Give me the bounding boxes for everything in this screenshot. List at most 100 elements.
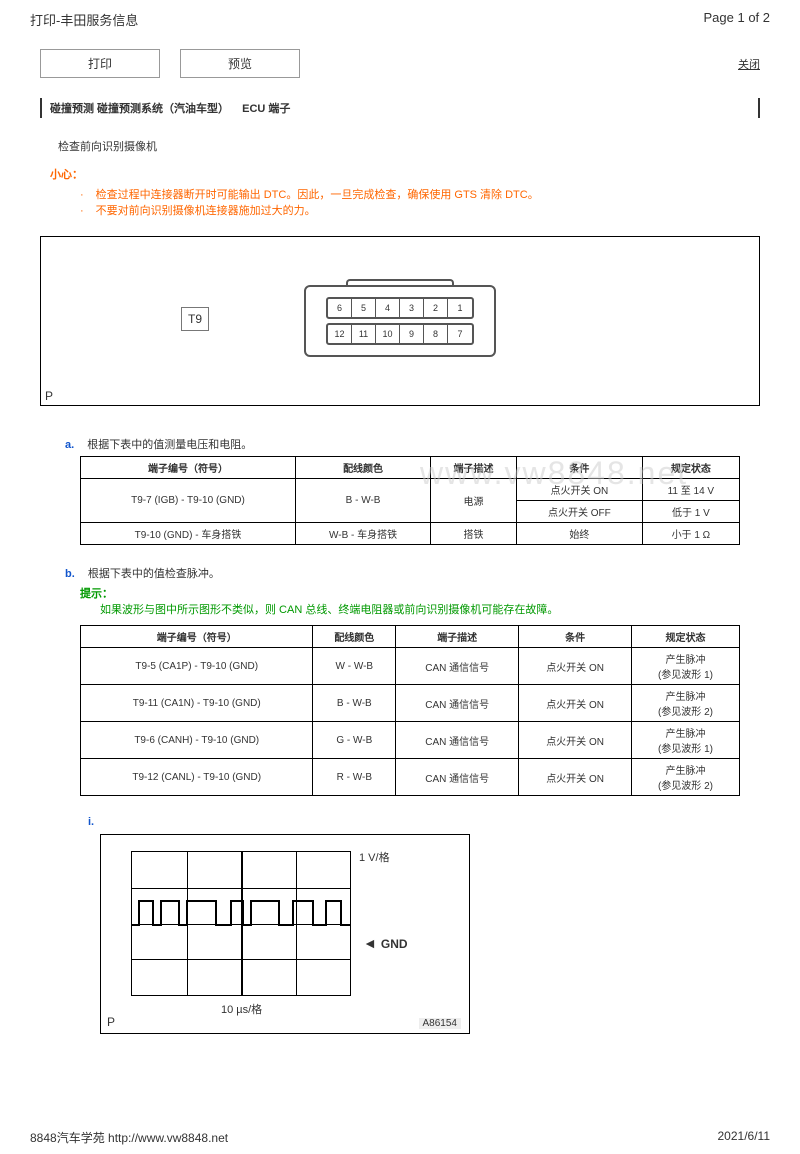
pin-row-top: 6 5 4 3 2 1: [326, 297, 474, 319]
waveform-box: 1 V/格 GND 10 µs/格 P A86154: [100, 834, 470, 1034]
td: CAN 通信信号: [396, 685, 519, 722]
td: G - W-B: [313, 722, 396, 759]
th: 条件: [516, 457, 642, 479]
pin: 4: [376, 299, 400, 317]
td: R - W-B: [313, 759, 396, 796]
page-footer: 8848汽车学苑 http://www.vw8848.net 2021/6/11: [0, 1121, 800, 1154]
pin-row-bottom: 12 11 10 9 8 7: [326, 323, 474, 345]
pin: 10: [376, 325, 400, 343]
hint-label: 提示：: [80, 585, 760, 601]
pin: 6: [328, 299, 352, 317]
pin: 5: [352, 299, 376, 317]
td: T9-10 (GND) - 车身搭铁: [81, 523, 296, 545]
table-row: T9-10 (GND) - 车身搭铁 W-B - 车身搭铁 搭铁 始终 小于 1…: [81, 523, 740, 545]
step-a-line: a. 根据下表中的值测量电压和电阻。: [65, 436, 760, 452]
pin: 12: [328, 325, 352, 343]
td: 点火开关 OFF: [516, 501, 642, 523]
td: 11 至 14 V: [642, 479, 739, 501]
table-row: T9-12 (CANL) - T9-10 (GND)R - W-BCAN 通信信…: [81, 759, 740, 796]
td: 产生脉冲(参见波形 1): [631, 722, 739, 759]
td: T9-12 (CANL) - T9-10 (GND): [81, 759, 313, 796]
print-button[interactable]: 打印: [40, 49, 160, 78]
td: 搭铁: [431, 523, 517, 545]
td: 始终: [516, 523, 642, 545]
td: CAN 通信信号: [396, 759, 519, 796]
caution-item: 检查过程中连接器断开时可能输出 DTC。因此，一旦完成检查，确保使用 GTS 清…: [80, 186, 760, 202]
table-row: T9-7 (IGB) - T9-10 (GND) B - W-B 电源 点火开关…: [81, 479, 740, 501]
connector-id-label: T9: [181, 307, 209, 331]
td: 点火开关 ON: [519, 685, 632, 722]
td: 点火开关 ON: [516, 479, 642, 501]
th: 端子描述: [431, 457, 517, 479]
breadcrumb-ecu: ECU 端子: [242, 103, 290, 115]
caution-item: 不要对前向识别摄像机连接器施加过大的力。: [80, 202, 760, 218]
footer-right: 2021/6/11: [718, 1129, 771, 1146]
th: 规定状态: [642, 457, 739, 479]
step-b-text: 根据下表中的值检查脉冲。: [88, 568, 220, 580]
caution-list: 检查过程中连接器断开时可能输出 DTC。因此，一旦完成检查，确保使用 GTS 清…: [80, 186, 760, 218]
wave-y-label: 1 V/格: [359, 849, 390, 865]
pin: 11: [352, 325, 376, 343]
caution-label: 小心：: [50, 166, 760, 182]
close-link[interactable]: 关闭: [738, 56, 760, 72]
td: W - W-B: [313, 648, 396, 685]
td: CAN 通信信号: [396, 722, 519, 759]
td: 产生脉冲(参见波形 1): [631, 648, 739, 685]
action-bar: 打印 预览 关闭: [40, 49, 760, 78]
step-a-marker: a.: [65, 439, 74, 451]
th: 端子编号（符号）: [81, 457, 296, 479]
td: W-B - 车身搭铁: [295, 523, 430, 545]
td: 点火开关 ON: [519, 722, 632, 759]
table-row: T9-11 (CA1N) - T9-10 (GND)B - W-BCAN 通信信…: [81, 685, 740, 722]
td: T9-7 (IGB) - T9-10 (GND): [81, 479, 296, 523]
connector-diagram: P T9 6 5 4 3 2 1 12 11 10 9 8 7: [40, 236, 760, 406]
th: 规定状态: [631, 626, 739, 648]
waveform-signal: [131, 897, 351, 933]
td: B - W-B: [295, 479, 430, 523]
page-number: Page 1 of 2: [704, 10, 771, 29]
td: 电源: [431, 479, 517, 523]
step-b-marker: b.: [65, 568, 75, 580]
td: 低于 1 V: [642, 501, 739, 523]
pin: 2: [424, 299, 448, 317]
td: T9-5 (CA1P) - T9-10 (GND): [81, 648, 313, 685]
breadcrumb-path: 碰撞预测 碰撞预测系统（汽油车型）: [50, 103, 229, 115]
wave-x-label: 10 µs/格: [221, 1001, 262, 1017]
td: 点火开关 ON: [519, 648, 632, 685]
td: 小于 1 Ω: [642, 523, 739, 545]
footer-left: 8848汽车学苑 http://www.vw8848.net: [30, 1129, 228, 1146]
table-a: 端子编号（符号） 配线颜色 端子描述 条件 规定状态 T9-7 (IGB) - …: [80, 456, 740, 545]
td: 产生脉冲(参见波形 2): [631, 759, 739, 796]
td: B - W-B: [313, 685, 396, 722]
th: 端子编号（符号）: [81, 626, 313, 648]
pin: 1: [448, 299, 472, 317]
table-row: T9-5 (CA1P) - T9-10 (GND)W - W-BCAN 通信信号…: [81, 648, 740, 685]
td: 产生脉冲(参见波形 2): [631, 685, 739, 722]
connector-body: 6 5 4 3 2 1 12 11 10 9 8 7: [304, 285, 496, 357]
table-row: T9-6 (CANH) - T9-10 (GND)G - W-BCAN 通信信号…: [81, 722, 740, 759]
wave-id: A86154: [419, 1018, 461, 1029]
pin: 8: [424, 325, 448, 343]
wave-gnd-label: GND: [363, 935, 408, 951]
th: 配线颜色: [295, 457, 430, 479]
section-title: 检查前向识别摄像机: [40, 138, 760, 154]
diagram-p-label: P: [45, 389, 53, 403]
preview-button[interactable]: 预览: [180, 49, 300, 78]
pin: 9: [400, 325, 424, 343]
sub-i-marker: i.: [88, 816, 760, 828]
breadcrumb: 碰撞预测 碰撞预测系统（汽油车型） ECU 端子: [40, 98, 760, 118]
td: 点火开关 ON: [519, 759, 632, 796]
th: 端子描述: [396, 626, 519, 648]
table-b: 端子编号（符号） 配线颜色 端子描述 条件 规定状态 T9-5 (CA1P) -…: [80, 625, 740, 796]
hint-text: 如果波形与图中所示图形不类似，则 CAN 总线、终端电阻器或前向识别摄像机可能存…: [100, 601, 760, 617]
td: T9-11 (CA1N) - T9-10 (GND): [81, 685, 313, 722]
page-header: 打印-丰田服务信息 Page 1 of 2: [0, 0, 800, 34]
step-b-line: b. 根据下表中的值检查脉冲。: [65, 565, 760, 581]
header-title: 打印-丰田服务信息: [30, 10, 138, 29]
th: 条件: [519, 626, 632, 648]
step-a-text: 根据下表中的值测量电压和电阻。: [87, 439, 252, 451]
td: T9-6 (CANH) - T9-10 (GND): [81, 722, 313, 759]
pin: 3: [400, 299, 424, 317]
td: CAN 通信信号: [396, 648, 519, 685]
wave-p-label: P: [107, 1015, 115, 1029]
